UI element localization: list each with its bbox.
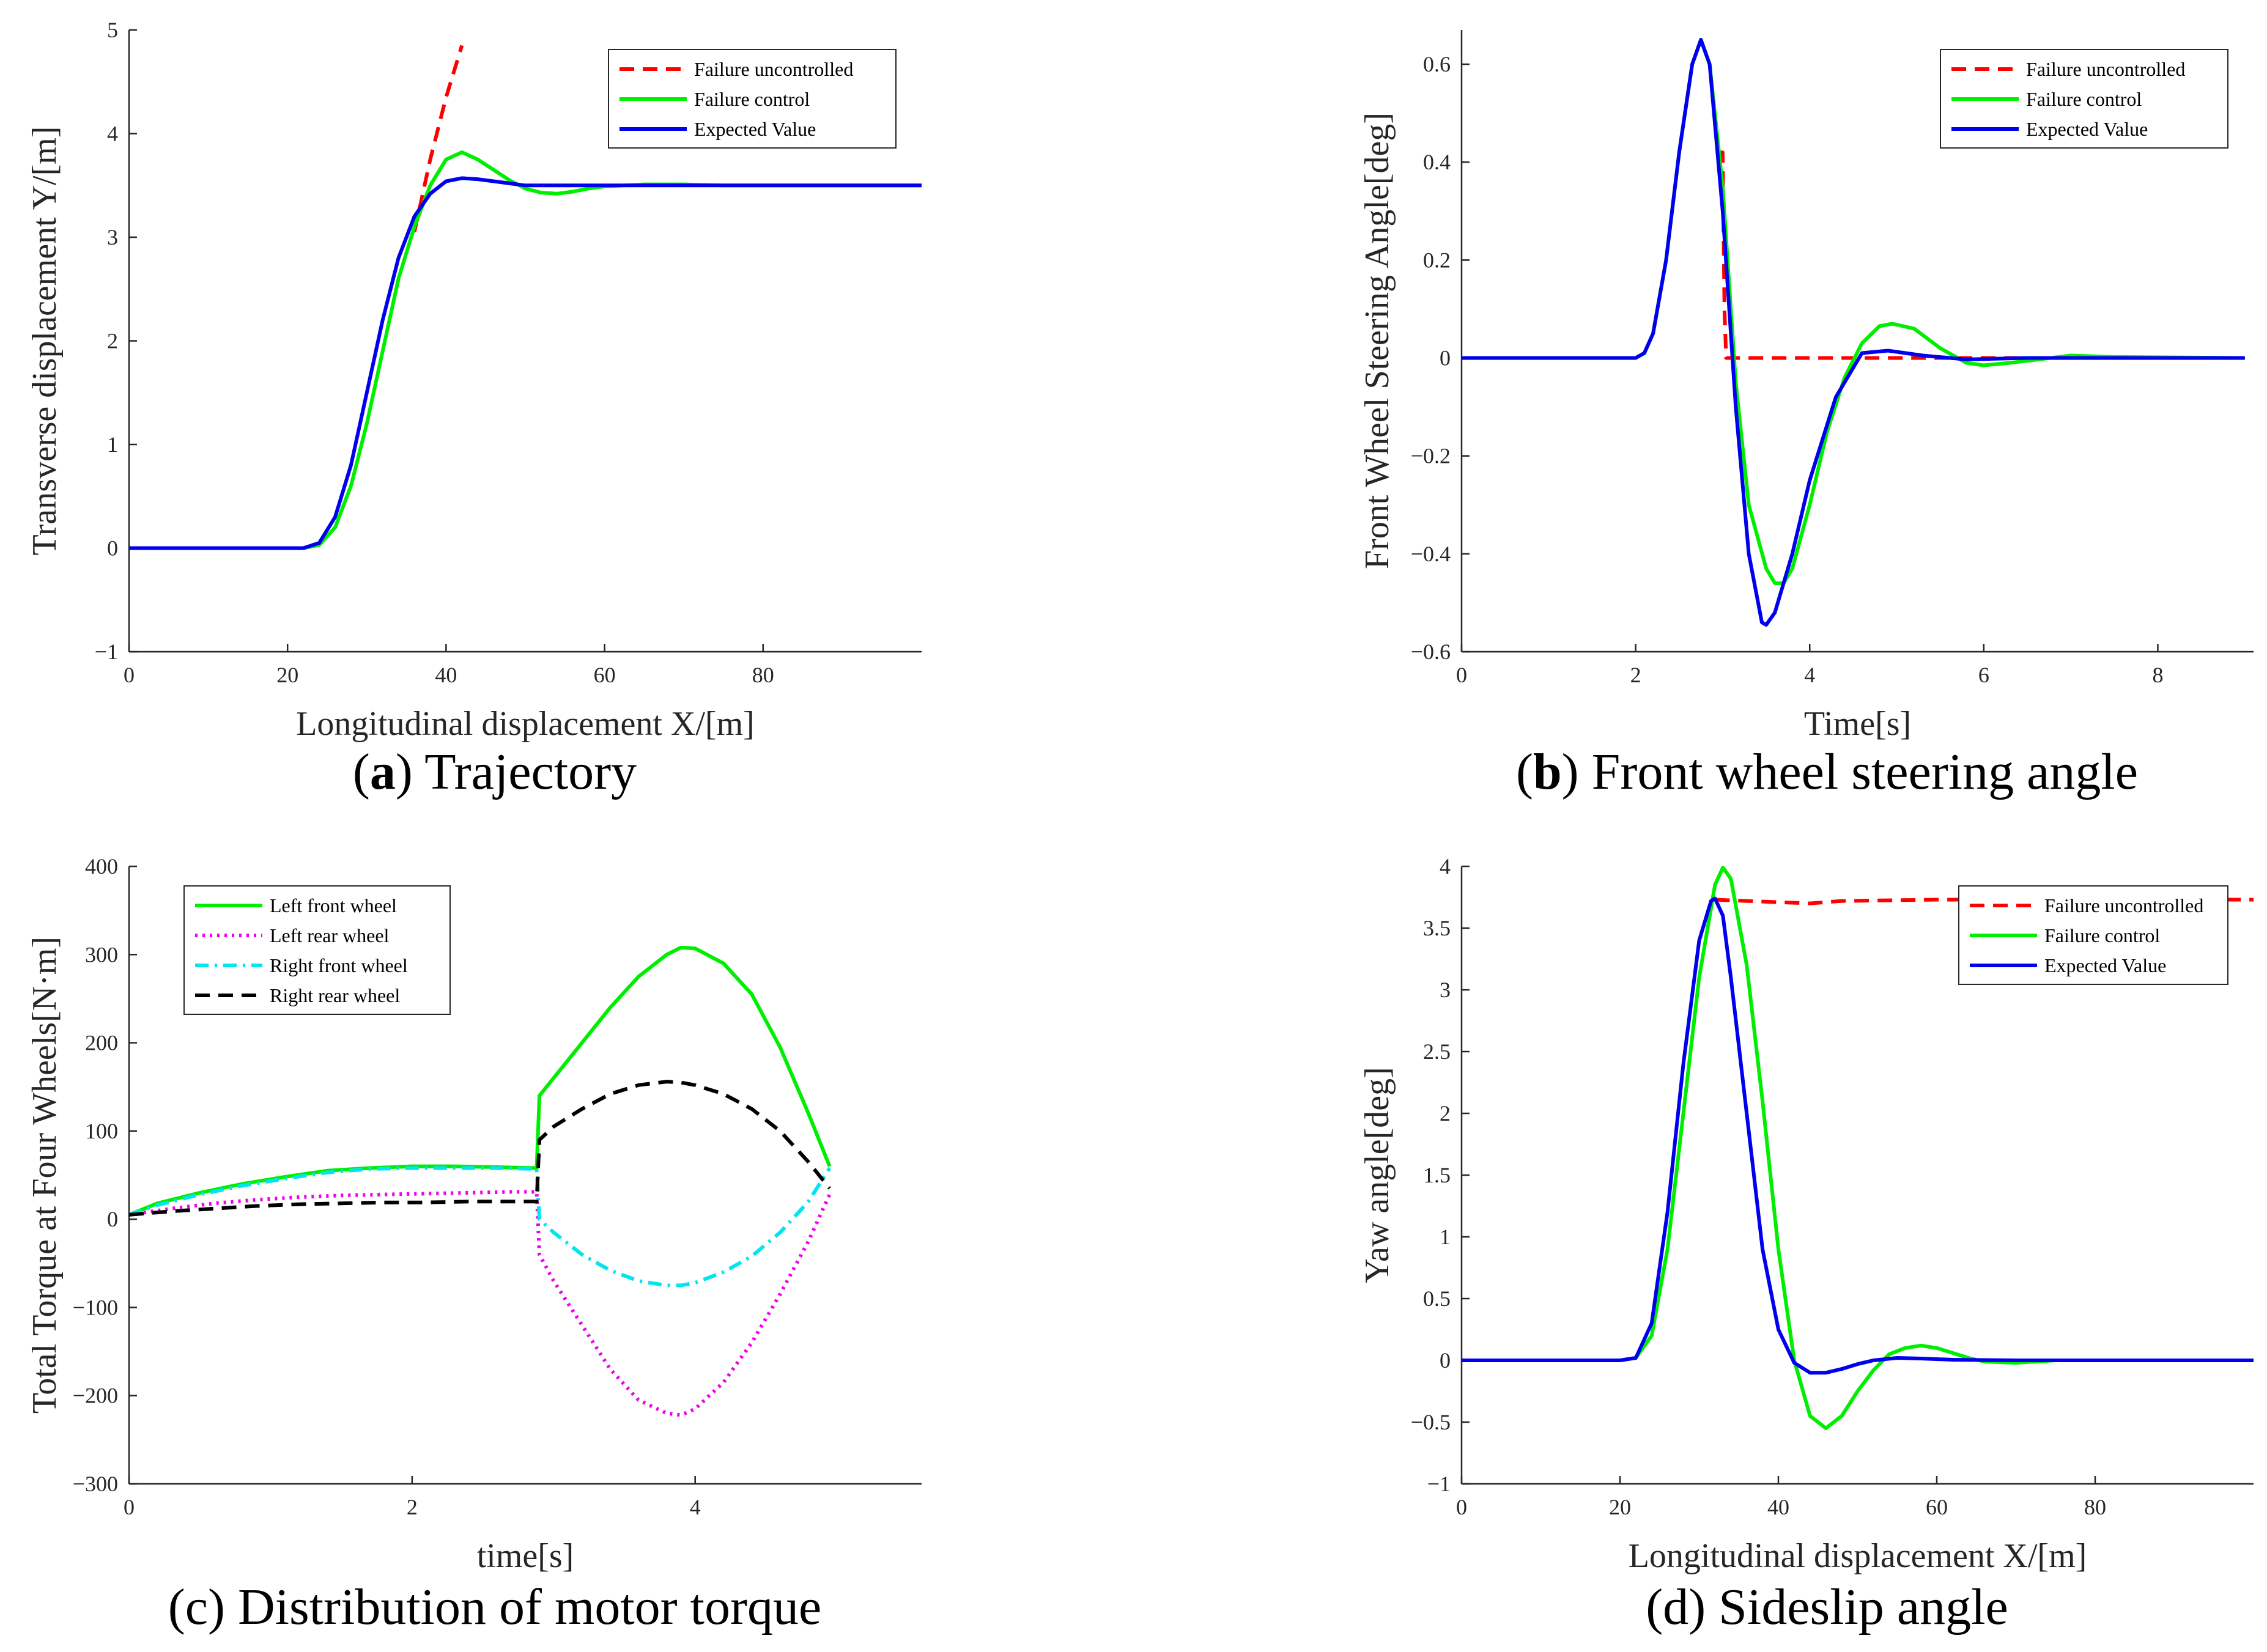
chart-1: 0 2 4 6 8 −0.6 −0.4 −0.2 0 0.2 0.4 0.6 Time[s] Front … (1358, 30, 2254, 800)
y-tick-label: −0.4 (1411, 542, 1451, 566)
series-line-expected-value (129, 176, 922, 550)
x-tick-label: 0 (1456, 663, 1467, 687)
y-tick-label: 0.5 (1423, 1286, 1451, 1311)
legend-label: Right front wheel (270, 954, 408, 976)
x-tick-label: 20 (276, 663, 298, 687)
y-tick-label: 0 (107, 536, 118, 561)
y-tick-label: 300 (85, 942, 118, 967)
y-tick-label: −100 (73, 1295, 118, 1319)
series-line-expected-value (1462, 38, 2245, 627)
legend-label: Left rear wheel (270, 924, 390, 946)
y-axis-label: Front Wheel Steering Angle[deg] (1358, 112, 1396, 569)
legend: Failure uncontrolled Failure control Expec… (1940, 49, 2228, 149)
y-axis-label: Transverse displacement Y/[m] (26, 127, 64, 556)
panel-caption: (a) Trajectory (353, 743, 637, 800)
legend-label: Expected Value (2026, 118, 2148, 140)
series-line-right-front-wheel (129, 1166, 832, 1288)
legend-label: Left front wheel (270, 894, 397, 916)
y-tick-label: −300 (73, 1472, 118, 1496)
legend-label: Failure uncontrolled (2044, 894, 2203, 916)
legend-label: Failure control (2044, 924, 2160, 946)
x-tick-label: 2 (407, 1495, 418, 1519)
series-line-expected-value (1462, 896, 2254, 1375)
y-tick-label: 0.4 (1423, 150, 1451, 174)
y-tick-label: −0.6 (1411, 640, 1451, 664)
x-axis-label: Longitudinal displacement X/[m] (296, 705, 755, 743)
legend-label: Expected Value (2044, 954, 2166, 976)
x-tick-label: 0 (124, 663, 135, 687)
x-axis-label: Longitudinal displacement X/[m] (1629, 1537, 2087, 1575)
x-tick-label: 8 (2152, 663, 2163, 687)
y-tick-label: 4 (107, 122, 118, 146)
legend-label: Failure uncontrolled (2026, 58, 2185, 80)
legend-label: Failure control (694, 88, 810, 110)
y-tick-label: 1 (1440, 1225, 1451, 1249)
y-tick-label: 5 (107, 18, 118, 42)
x-tick-label: 6 (1978, 663, 1989, 687)
x-axis-label: time[s] (477, 1537, 574, 1575)
x-tick-label: 20 (1609, 1495, 1631, 1519)
y-tick-label: 0.2 (1423, 248, 1451, 272)
legend: Failure uncontrolled Failure control Expec… (608, 49, 897, 149)
y-tick-label: 4 (1440, 854, 1451, 879)
y-tick-label: 3 (1440, 978, 1451, 1002)
x-tick-label: 80 (752, 663, 774, 687)
series-line-failure-control (129, 150, 922, 550)
series-line-failure-control (1462, 866, 2254, 1431)
y-tick-label: 0 (1440, 1348, 1451, 1373)
x-tick-label: 80 (2084, 1495, 2106, 1519)
y-tick-label: 2 (107, 329, 118, 353)
y-tick-label: −200 (73, 1384, 118, 1408)
y-tick-label: 100 (85, 1119, 118, 1143)
y-tick-label: 2 (1440, 1101, 1451, 1126)
x-tick-label: 0 (1456, 1495, 1467, 1519)
y-tick-label: 1.5 (1423, 1163, 1451, 1187)
y-tick-label: 200 (85, 1031, 118, 1055)
series-line-right-rear-wheel (129, 1080, 831, 1217)
x-tick-label: 40 (1767, 1495, 1789, 1519)
y-tick-label: 3 (107, 225, 118, 249)
y-tick-label: 1 (107, 432, 118, 457)
x-tick-label: 60 (594, 663, 616, 687)
y-tick-label: 400 (85, 854, 118, 879)
chart-3: 0 20 40 60 80 −1 −0.5 0 0.5 1 1.5 2 2.5 3 3.5 4 Longitud… (1358, 854, 2254, 1635)
y-axis-label: Yaw angle[deg] (1358, 1067, 1396, 1283)
series-line-failure-uncontrolled (1718, 150, 2245, 360)
legend-label: Right rear wheel (270, 984, 400, 1006)
y-tick-label: 3.5 (1423, 916, 1451, 940)
y-tick-label: −1 (1427, 1472, 1451, 1496)
x-tick-label: 40 (435, 663, 457, 687)
y-tick-label: −0.5 (1411, 1410, 1451, 1434)
series-line-failure-uncontrolled (412, 45, 464, 233)
x-tick-label: 4 (1804, 663, 1815, 687)
x-tick-label: 4 (690, 1495, 701, 1519)
y-tick-label: 0 (1440, 346, 1451, 371)
legend-label: Failure uncontrolled (694, 58, 853, 80)
y-tick-label: 0 (107, 1207, 118, 1231)
legend-label: Expected Value (694, 118, 816, 140)
panel-caption: (b) Front wheel steering angle (1516, 743, 2138, 800)
x-tick-label: 2 (1630, 663, 1641, 687)
legend-label: Failure control (2026, 88, 2142, 110)
y-tick-label: −0.2 (1411, 444, 1451, 468)
y-axis-label: Total Torque at Four Wheels[N·m] (26, 937, 64, 1414)
panel-caption: (d) Sideslip angle (1646, 1579, 2008, 1635)
x-tick-label: 60 (1926, 1495, 1948, 1519)
y-tick-label: 0.6 (1423, 52, 1451, 76)
chart-2: 0 2 4 −300 −200 −100 0 100 200 300 400 time[s] Total… (26, 854, 922, 1635)
x-axis-label: Time[s] (1804, 705, 1911, 743)
y-tick-label: 2.5 (1423, 1039, 1451, 1064)
legend: Failure uncontrolled Failure control Expec… (1958, 885, 2228, 985)
y-tick-label: −1 (95, 640, 118, 664)
x-tick-label: 0 (124, 1495, 135, 1519)
panel-caption: (c) Distribution of motor torque (168, 1579, 821, 1635)
legend: Left front wheel Left rear wheel Right fro… (183, 885, 451, 1015)
series-line-left-rear-wheel (129, 1190, 832, 1417)
